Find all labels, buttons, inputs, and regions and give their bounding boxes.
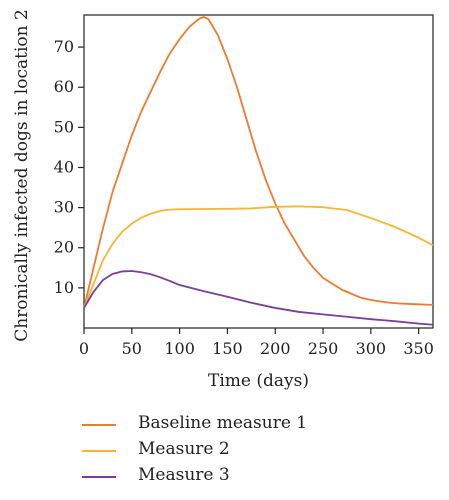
x-tick-label: 50 [122,339,142,358]
y-tick-label: 60 [54,77,74,96]
x-tick-label: 0 [79,339,89,358]
x-tick-label: 200 [260,339,291,358]
x-tick-label: 150 [212,339,243,358]
x-tick-label: 350 [403,339,434,358]
series-lines [83,16,434,326]
series-line-3 [83,270,434,326]
y-tick-label: 10 [54,278,74,297]
x-tick-label: 300 [356,339,387,358]
y-tick-label: 50 [54,117,74,136]
legend-swatch-measure-2 [82,450,116,452]
series-line-1 [83,16,433,309]
x-tick-label: 250 [308,339,339,358]
y-axis: 10 20 30 40 50 60 70 [54,37,84,297]
series-line-2 [83,205,434,309]
y-tick-label: 70 [54,37,74,56]
plot-frame [83,14,434,329]
y-tick-label: 30 [54,198,74,217]
plot-area [83,14,434,329]
legend-swatch-baseline [82,424,116,426]
y-tick-label: 40 [54,157,74,176]
legend-label-baseline: Baseline measure 1 [138,413,308,433]
y-tick-label: 20 [54,238,74,257]
x-axis: 0 50 100 150 200 250 300 350 [79,328,434,358]
x-tick-label: 100 [164,339,195,358]
legend-label-measure-3: Measure 3 [138,465,230,485]
legend-label-measure-2: Measure 2 [138,439,230,459]
legend-swatch-measure-3 [82,476,116,478]
y-axis-label: Chronically infected dogs in location 2 [12,9,32,342]
x-axis-label: Time (days) [208,371,309,391]
line-chart: 10 20 30 40 50 60 70 0 50 100 150 200 250 300 350 Tim… [12,9,434,391]
